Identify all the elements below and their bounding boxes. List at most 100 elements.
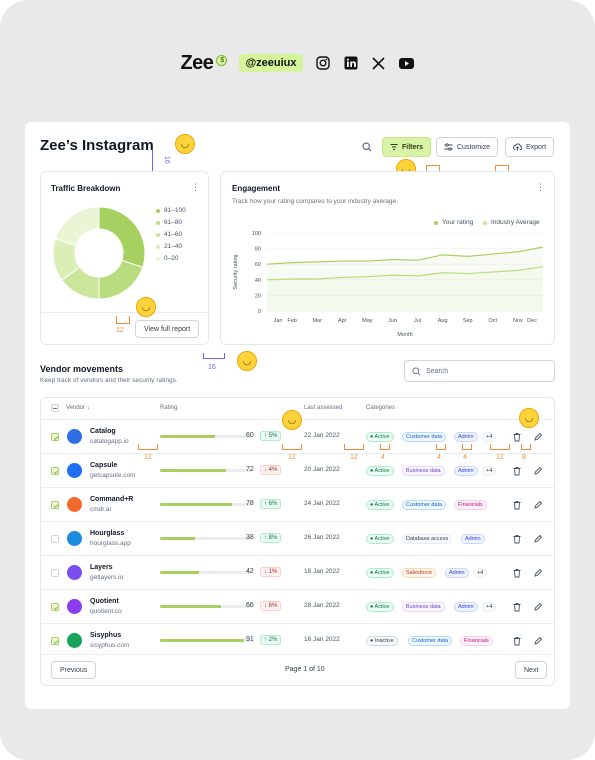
next-button[interactable]: Next xyxy=(515,661,548,679)
col-vendor-header[interactable]: Vendor ↓ xyxy=(66,405,90,411)
rating-bar-fill xyxy=(160,537,195,540)
category-tag: ● Active xyxy=(366,432,394,442)
category-tag-label: Salesforce xyxy=(406,570,432,576)
instagram-icon[interactable] xyxy=(315,55,331,71)
traffic-legend-item: 0–20 xyxy=(156,255,178,262)
x-tick-label: Mar xyxy=(312,318,322,324)
rating-change-badge: ↑ 2% xyxy=(260,635,282,645)
table-row[interactable]: Command+R cmdr.ai 78 ↑ 6% 24 Jan 2022 ● Activ… xyxy=(40,487,555,521)
view-full-report-button[interactable]: View full report xyxy=(135,320,200,338)
trash-icon[interactable] xyxy=(512,602,522,612)
trash-icon[interactable] xyxy=(512,500,522,510)
spacing-marker xyxy=(282,444,302,450)
spacing-label: 12 xyxy=(116,327,124,334)
trash-icon[interactable] xyxy=(512,636,522,646)
table-row[interactable]: Hourglass hourglass.app 38 ↑ 8% 26 Jan 2022 ●… xyxy=(40,521,555,555)
table-row[interactable]: Layers getlayers.io 42 ↓ 1% 18 Jan 2022 ● Act… xyxy=(40,555,555,589)
rating-value: 72 xyxy=(246,466,254,473)
rating-bar-fill xyxy=(160,435,216,438)
rating-value: 38 xyxy=(246,534,254,541)
edit-pencil-icon[interactable] xyxy=(533,534,543,544)
more-vertical-icon[interactable]: ⋮ xyxy=(536,182,545,192)
series-line xyxy=(266,265,544,281)
category-tag: Customer data xyxy=(402,432,447,442)
trash-icon[interactable] xyxy=(512,568,522,578)
row-checkbox[interactable] xyxy=(51,433,59,441)
search-icon[interactable] xyxy=(360,140,374,154)
edit-pencil-icon[interactable] xyxy=(533,602,543,612)
linkedin-icon[interactable] xyxy=(343,55,359,71)
divider xyxy=(41,312,210,313)
customize-button[interactable]: Customize xyxy=(436,137,499,157)
category-tag-label: Active xyxy=(374,536,390,542)
vendor-site: quotient.co xyxy=(90,608,122,615)
category-tag-label: Active xyxy=(374,502,390,508)
table-row[interactable]: Quotient quotient.co 66 ↓ 6% 28 Jan 2022 ● Ac… xyxy=(40,589,555,623)
customize-label: Customize xyxy=(457,143,491,151)
table-row[interactable]: Sisyphus sisyphus.com 91 ↑ 2% 16 Jan 2022 ● I… xyxy=(40,623,555,657)
legend-dot xyxy=(156,232,160,237)
category-tag: ● Active xyxy=(366,466,394,476)
x-icon[interactable] xyxy=(371,55,387,71)
trash-icon[interactable] xyxy=(512,432,522,442)
col-categories-header: Categories xyxy=(366,405,396,411)
trash-icon[interactable] xyxy=(512,534,522,544)
rating-change-badge: ↑ 6% xyxy=(260,499,282,509)
check-icon xyxy=(53,605,58,610)
spacing-marker xyxy=(380,444,390,450)
previous-button[interactable]: Previous xyxy=(51,661,97,679)
edit-pencil-icon[interactable] xyxy=(533,466,543,476)
spacing-label: 12 xyxy=(496,454,504,461)
filters-label: Filters xyxy=(402,143,424,151)
vendor-name: Command+R xyxy=(90,496,134,503)
vendor-logo-icon xyxy=(67,599,82,614)
vendor-logo-icon xyxy=(67,463,82,478)
edit-pencil-icon[interactable] xyxy=(533,636,543,646)
youtube-icon[interactable] xyxy=(399,55,415,71)
trash-icon[interactable] xyxy=(512,466,522,476)
row-checkbox[interactable] xyxy=(51,467,59,475)
vendor-search-input[interactable]: Search xyxy=(404,360,555,382)
rating-change-badge: ↓ 6% xyxy=(260,601,282,611)
select-all-checkbox[interactable] xyxy=(51,404,59,412)
more-vertical-icon[interactable]: ⋮ xyxy=(191,182,200,192)
row-checkbox[interactable] xyxy=(51,535,59,543)
row-checkbox[interactable] xyxy=(51,603,59,611)
rating-value: 91 xyxy=(246,636,254,643)
rating-bar-fill xyxy=(160,469,227,472)
rating-value: 42 xyxy=(246,568,254,575)
edit-pencil-icon[interactable] xyxy=(533,432,543,442)
category-tag: Financials xyxy=(460,636,493,646)
rating-bar xyxy=(160,503,252,506)
legend-dot xyxy=(156,220,160,225)
category-tag-label: +4 xyxy=(486,468,493,474)
edit-pencil-icon[interactable] xyxy=(533,500,543,510)
series-area xyxy=(267,266,543,311)
x-tick-label: Aug xyxy=(438,318,448,324)
traffic-legend-item: 61–80 xyxy=(156,219,182,226)
engagement-subtitle: Track how your rating compares to your i… xyxy=(232,198,398,205)
logo-badge: $ xyxy=(216,54,228,66)
table-row[interactable]: Capsule getcapsule.com 72 ↓ 4% 20 Jan 2022 ● … xyxy=(40,453,555,487)
legend-your-label: Your rating xyxy=(442,219,474,226)
category-tag-label: Business data xyxy=(406,604,441,610)
category-tag-label: Active xyxy=(374,468,390,474)
export-button[interactable]: Export xyxy=(505,137,555,157)
category-tag-label: Active xyxy=(374,434,390,440)
rating-bar-fill xyxy=(160,503,232,506)
rating-bar xyxy=(160,605,252,608)
spacing-label: 4 xyxy=(463,454,467,461)
category-tag-label: Customer data xyxy=(412,638,449,644)
y-tick-label: 0 xyxy=(258,309,261,315)
row-checkbox[interactable] xyxy=(51,569,59,577)
vendors-subtitle: Keep track of vendors and their security… xyxy=(40,377,178,384)
table-row[interactable]: Catalog catalogapp.io 60 ↑ 5% 22 Jan 2022 ● A… xyxy=(40,419,555,453)
row-checkbox[interactable] xyxy=(51,637,59,645)
handle-badge[interactable]: @zeeuiux xyxy=(239,54,303,72)
edit-pencil-icon[interactable] xyxy=(533,568,543,578)
row-checkbox[interactable] xyxy=(51,501,59,509)
filters-button[interactable]: Filters xyxy=(382,137,432,157)
engagement-line-chart: 0 20 40 60 80 100 Security rating Jan Feb Mar Apr M… xyxy=(233,231,544,338)
rating-change-badge: ↓ 4% xyxy=(260,465,282,475)
traffic-title: Traffic Breakdown xyxy=(51,184,121,193)
